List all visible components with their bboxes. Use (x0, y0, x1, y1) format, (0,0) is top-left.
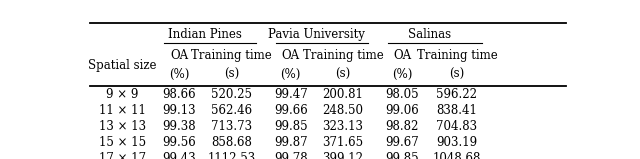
Text: 99.66: 99.66 (274, 104, 308, 117)
Text: 562.46: 562.46 (211, 104, 252, 117)
Text: OA: OA (170, 49, 188, 62)
Text: (s): (s) (335, 68, 351, 81)
Text: (%): (%) (280, 68, 301, 81)
Text: Training time: Training time (303, 49, 383, 62)
Text: 99.38: 99.38 (163, 120, 196, 133)
Text: Pavia University: Pavia University (268, 28, 365, 41)
Text: Salinas: Salinas (408, 28, 451, 41)
Text: Indian Pines: Indian Pines (168, 28, 242, 41)
Text: 399.12: 399.12 (323, 152, 364, 159)
Text: Training time: Training time (417, 49, 497, 62)
Text: 13 × 13: 13 × 13 (99, 120, 146, 133)
Text: 99.43: 99.43 (163, 152, 196, 159)
Text: (s): (s) (449, 68, 465, 81)
Text: 903.19: 903.19 (436, 136, 477, 149)
Text: 99.13: 99.13 (163, 104, 196, 117)
Text: 99.47: 99.47 (274, 88, 308, 101)
Text: 323.13: 323.13 (323, 120, 364, 133)
Text: 99.56: 99.56 (163, 136, 196, 149)
Text: 99.85: 99.85 (385, 152, 419, 159)
Text: 17 × 17: 17 × 17 (99, 152, 146, 159)
Text: 99.06: 99.06 (385, 104, 419, 117)
Text: OA: OA (394, 49, 412, 62)
Text: (%): (%) (392, 68, 413, 81)
Text: 99.78: 99.78 (274, 152, 308, 159)
Text: 99.67: 99.67 (385, 136, 419, 149)
Text: 15 × 15: 15 × 15 (99, 136, 146, 149)
Text: 371.65: 371.65 (323, 136, 364, 149)
Text: 99.85: 99.85 (274, 120, 308, 133)
Text: 9 × 9: 9 × 9 (106, 88, 138, 101)
Text: 838.41: 838.41 (436, 104, 477, 117)
Text: 200.81: 200.81 (323, 88, 364, 101)
Text: 520.25: 520.25 (211, 88, 252, 101)
Text: 248.50: 248.50 (323, 104, 364, 117)
Text: 98.05: 98.05 (385, 88, 419, 101)
Text: 11 × 11: 11 × 11 (99, 104, 145, 117)
Text: (s): (s) (223, 68, 239, 81)
Text: 704.83: 704.83 (436, 120, 477, 133)
Text: 713.73: 713.73 (211, 120, 252, 133)
Text: 98.82: 98.82 (386, 120, 419, 133)
Text: 858.68: 858.68 (211, 136, 252, 149)
Text: 1112.53: 1112.53 (207, 152, 255, 159)
Text: 99.87: 99.87 (274, 136, 308, 149)
Text: 596.22: 596.22 (436, 88, 477, 101)
Text: (%): (%) (169, 68, 189, 81)
Text: Spatial size: Spatial size (88, 59, 156, 72)
Text: 1048.68: 1048.68 (433, 152, 481, 159)
Text: 98.66: 98.66 (163, 88, 196, 101)
Text: OA: OA (282, 49, 300, 62)
Text: Training time: Training time (191, 49, 271, 62)
